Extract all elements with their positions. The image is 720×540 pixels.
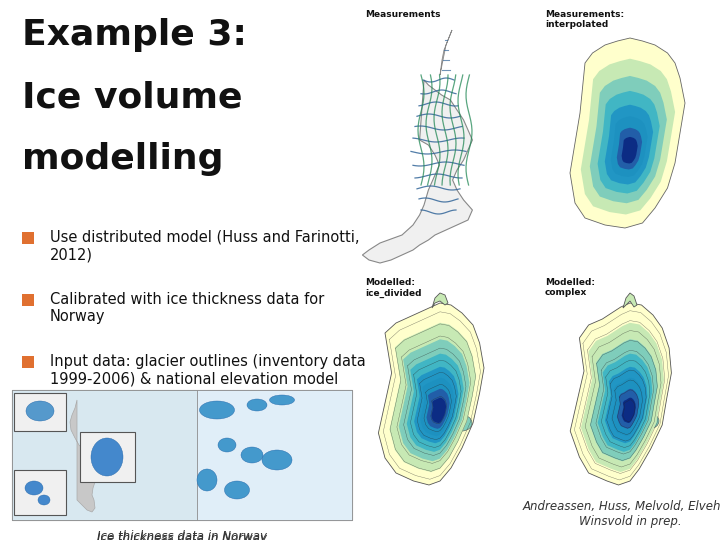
Ellipse shape (262, 450, 292, 470)
Bar (80, 432, 135, 482)
Text: Use distributed model (Huss and Farinotti,
2012): Use distributed model (Huss and Farinott… (50, 230, 359, 262)
Polygon shape (623, 293, 637, 308)
Polygon shape (379, 303, 484, 485)
Ellipse shape (412, 436, 428, 450)
Bar (22, 356, 34, 368)
Bar (540, 5, 718, 268)
Polygon shape (432, 293, 448, 308)
Bar (14, 470, 66, 515)
Polygon shape (407, 354, 464, 452)
Ellipse shape (225, 481, 250, 499)
Bar (540, 273, 718, 533)
Polygon shape (617, 127, 642, 170)
Polygon shape (581, 323, 664, 472)
Polygon shape (570, 303, 671, 485)
Bar (197, 390, 352, 520)
Polygon shape (611, 116, 647, 177)
Text: Measurements: Measurements (365, 10, 441, 19)
Ellipse shape (452, 415, 472, 431)
Polygon shape (621, 137, 638, 164)
Ellipse shape (241, 447, 263, 463)
Polygon shape (621, 397, 636, 423)
Text: Example 3:: Example 3: (22, 18, 247, 52)
Ellipse shape (199, 401, 235, 419)
Polygon shape (362, 80, 472, 263)
Polygon shape (70, 400, 100, 512)
Ellipse shape (269, 395, 294, 405)
Ellipse shape (38, 495, 50, 505)
Bar (14, 393, 66, 431)
Polygon shape (581, 59, 675, 214)
Text: Measurements:
interpolated: Measurements: interpolated (545, 10, 624, 29)
Polygon shape (590, 76, 667, 203)
Polygon shape (414, 367, 459, 443)
Text: Ice thickness data in Norway: Ice thickness data in Norway (97, 530, 267, 540)
Polygon shape (431, 397, 446, 423)
Polygon shape (420, 378, 454, 436)
Ellipse shape (594, 387, 614, 403)
Text: Modelled:
complex: Modelled: complex (545, 278, 595, 298)
Text: Modelled:
ice_divided: Modelled: ice_divided (365, 278, 421, 298)
Polygon shape (617, 389, 639, 429)
Ellipse shape (91, 438, 123, 476)
Polygon shape (605, 367, 647, 443)
Text: Calibrated with ice thickness data for
Norway: Calibrated with ice thickness data for N… (50, 292, 324, 325)
Bar (12, 390, 197, 520)
Polygon shape (426, 389, 450, 429)
Ellipse shape (605, 435, 619, 448)
Polygon shape (590, 339, 658, 461)
Text: Andreassen, Huss, Melvold, Elvehøy,
Winsvold in prep.: Andreassen, Huss, Melvold, Elvehøy, Wins… (522, 500, 720, 528)
Ellipse shape (218, 438, 236, 452)
Text: Ice volume: Ice volume (22, 80, 243, 114)
Ellipse shape (25, 481, 43, 495)
Bar (360, 273, 532, 533)
Ellipse shape (247, 399, 267, 411)
Polygon shape (399, 339, 469, 461)
Bar (22, 294, 34, 306)
Polygon shape (570, 38, 685, 228)
Text: Input data: glacier outlines (inventory data
1999-2006) & national elevation mod: Input data: glacier outlines (inventory … (50, 354, 366, 387)
Polygon shape (598, 91, 660, 193)
Polygon shape (605, 105, 653, 185)
Bar (12, 390, 352, 520)
Polygon shape (611, 378, 643, 436)
Ellipse shape (641, 414, 659, 429)
Ellipse shape (197, 469, 217, 491)
Ellipse shape (26, 401, 54, 421)
Bar (22, 232, 34, 244)
Polygon shape (598, 354, 652, 452)
Polygon shape (440, 30, 452, 75)
Text: Ice thickness data in Norway: Ice thickness data in Norway (97, 532, 267, 540)
Ellipse shape (401, 384, 423, 402)
Text: modelling: modelling (22, 142, 223, 176)
Polygon shape (390, 323, 476, 472)
